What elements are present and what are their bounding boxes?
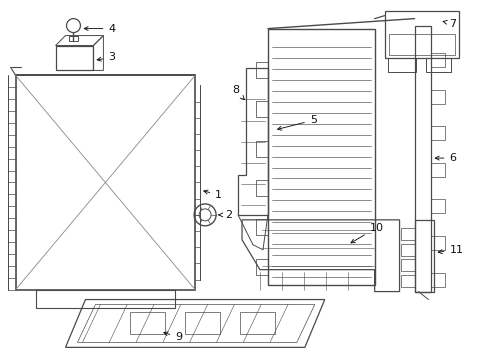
Text: 8: 8 <box>232 85 245 100</box>
Text: 6: 6 <box>435 153 456 163</box>
Bar <box>185 312 220 334</box>
Bar <box>268 28 375 285</box>
Bar <box>400 244 415 256</box>
Bar <box>256 141 268 157</box>
Bar <box>432 163 445 177</box>
Text: 9: 9 <box>164 332 182 342</box>
Bar <box>432 53 445 67</box>
Text: 1: 1 <box>204 190 222 200</box>
Bar <box>69 36 78 41</box>
Bar <box>426 58 451 72</box>
Bar <box>256 62 268 78</box>
Bar <box>36 289 175 307</box>
Bar <box>388 58 416 72</box>
Text: 3: 3 <box>97 53 115 63</box>
Text: 11: 11 <box>438 245 464 255</box>
Bar <box>415 220 435 292</box>
Bar <box>256 259 268 275</box>
Bar <box>385 11 460 58</box>
Bar <box>256 101 268 117</box>
Text: 4: 4 <box>84 24 116 33</box>
Bar <box>16 75 195 289</box>
Bar <box>389 34 455 55</box>
Bar <box>400 259 415 271</box>
Bar <box>432 273 445 287</box>
Text: 10: 10 <box>351 223 384 243</box>
Bar <box>415 26 432 292</box>
Text: 7: 7 <box>443 19 457 28</box>
Bar <box>400 275 415 287</box>
Bar <box>256 180 268 196</box>
Text: 5: 5 <box>278 115 317 130</box>
Bar <box>400 228 415 240</box>
Text: 2: 2 <box>219 210 232 220</box>
Bar <box>432 90 445 104</box>
Bar <box>432 236 445 250</box>
Bar <box>432 126 445 140</box>
Bar <box>130 312 165 334</box>
Bar <box>432 199 445 213</box>
Bar <box>240 312 275 334</box>
Bar <box>55 45 94 71</box>
Bar <box>256 219 268 235</box>
